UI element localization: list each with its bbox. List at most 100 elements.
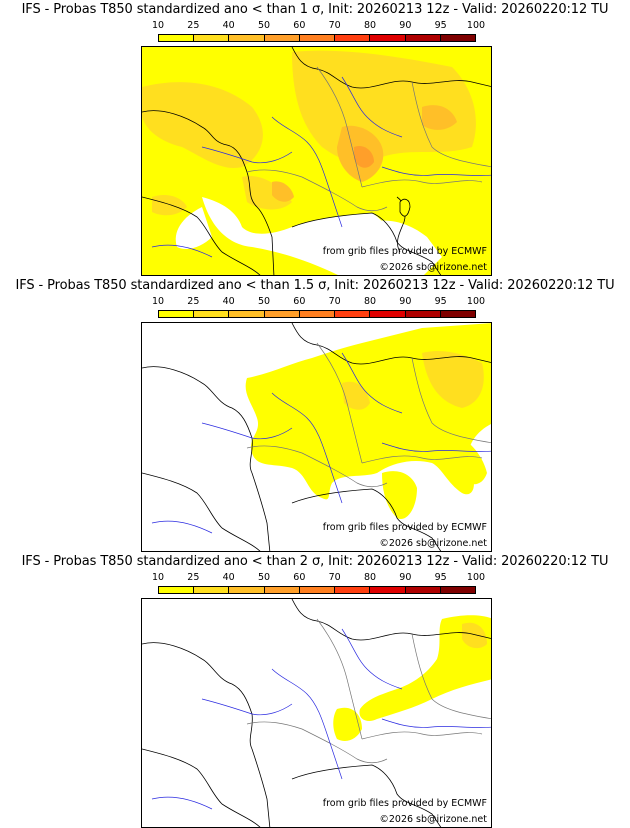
prob-50-area — [354, 145, 374, 168]
colorbar-tick-label: 40 — [222, 296, 235, 307]
country-border — [361, 179, 483, 188]
coastline — [142, 110, 275, 275]
country-border — [246, 721, 388, 764]
colorbar-swatch — [440, 35, 475, 41]
river — [381, 442, 491, 452]
prob-25-area — [152, 195, 187, 216]
coastline — [291, 488, 442, 551]
colorbar-tick-label: 60 — [293, 572, 306, 583]
colorbar-swatch — [159, 587, 195, 593]
colorbar-swatches — [158, 34, 476, 42]
map-panel-1: IFS - Probas T850 standardized ano < tha… — [0, 0, 630, 276]
colorbar-tick-label: 95 — [434, 572, 447, 583]
prob-25-area — [142, 82, 263, 168]
unshaded-sea-area — [202, 197, 411, 275]
river — [271, 116, 343, 228]
colorbar-tick-label: 95 — [434, 296, 447, 307]
prob-10-area — [359, 615, 491, 721]
river — [271, 392, 343, 504]
colorbar-tick-label: 25 — [187, 20, 200, 31]
river — [151, 520, 213, 534]
probability-map: from grib files provided by ECMWF ©2026 … — [141, 46, 492, 276]
colorbar-swatch — [440, 311, 475, 317]
map-canvas — [142, 323, 491, 551]
colorbar-swatches — [158, 310, 476, 318]
island-corsica — [399, 198, 411, 217]
country-border — [246, 445, 388, 488]
colorbar-swatch — [194, 587, 230, 593]
river — [201, 698, 293, 716]
country-border — [361, 455, 483, 464]
colorbar-tick-label: 50 — [257, 296, 271, 307]
river — [381, 166, 491, 176]
colorbar-swatch — [229, 35, 265, 41]
unshaded-area — [175, 207, 212, 249]
panel-title: IFS - Probas T850 standardized ano < tha… — [21, 554, 609, 569]
colorbar-swatch — [299, 311, 336, 317]
coastline — [291, 323, 491, 365]
colorbar-tick-label: 70 — [328, 572, 341, 583]
colorbar-tick-label: 10 — [151, 572, 165, 583]
colorbar-tick-label: 25 — [187, 296, 200, 307]
river — [201, 146, 293, 164]
country-border — [316, 66, 363, 188]
colorbar-tick-label: 70 — [328, 296, 341, 307]
colorbar-swatch — [194, 311, 230, 317]
colorbar-swatch — [440, 587, 475, 593]
country-border — [411, 633, 491, 720]
colorbar-tick-label: 40 — [222, 572, 235, 583]
colorbar-swatch — [299, 35, 336, 41]
colorbar-tick-label: 80 — [363, 20, 377, 31]
colorbar-swatch — [264, 587, 300, 593]
colorbar-tick-label: 95 — [434, 20, 447, 31]
colorbar-tick-label: 10 — [151, 296, 165, 307]
map-panel-3: IFS - Probas T850 standardized ano < tha… — [0, 552, 630, 828]
colorbar-tick-label: 25 — [187, 572, 200, 583]
colorbar-tick-label: 90 — [399, 20, 412, 31]
colorbar-tick-label: 90 — [399, 572, 412, 583]
country-border — [316, 342, 363, 464]
probability-map: from grib files provided by ECMWF ©2026 … — [141, 598, 492, 828]
colorbar-tick-label: 100 — [466, 20, 486, 31]
prob-40-area — [422, 105, 457, 130]
colorbar-swatches — [158, 586, 476, 594]
prob-25-area — [292, 50, 476, 163]
colorbar: 10 25 40 50 60 70 80 90 95 100 — [152, 572, 485, 594]
prob-10-area — [382, 471, 417, 519]
coastline — [142, 642, 271, 827]
coastline — [142, 472, 261, 551]
data-source-credit: from grib files provided by ECMWF — [322, 522, 487, 533]
colorbar-tick-label: 50 — [257, 20, 271, 31]
panel-title: IFS - Probas T850 standardized ano < tha… — [21, 2, 609, 17]
colorbar-tick-label: 80 — [363, 296, 377, 307]
colorbar-tick-label: 70 — [328, 20, 341, 31]
colorbar-tick-label: 10 — [151, 20, 165, 31]
coastline — [291, 599, 491, 641]
data-source-credit: from grib files provided by ECMWF — [322, 246, 487, 257]
colorbar-tick-label: 40 — [222, 20, 235, 31]
river — [151, 244, 213, 258]
colorbar-swatch — [264, 311, 300, 317]
colorbar-tick-label: 60 — [293, 296, 306, 307]
colorbar-swatch — [405, 35, 441, 41]
colorbar-swatch — [229, 587, 265, 593]
river — [381, 718, 491, 728]
country-border — [411, 81, 491, 168]
prob-10-area — [333, 707, 362, 741]
coastline — [142, 366, 271, 551]
colorbar-swatch — [299, 587, 336, 593]
colorbar-tick-label: 100 — [466, 572, 486, 583]
river — [151, 796, 213, 810]
colorbar-swatch — [370, 35, 406, 41]
colorbar-swatch — [370, 311, 406, 317]
prob-25-area — [462, 622, 487, 649]
river — [341, 76, 403, 138]
data-source-credit: from grib files provided by ECMWF — [322, 798, 487, 809]
country-border — [411, 357, 491, 444]
colorbar-swatch — [159, 35, 195, 41]
colorbar-swatch — [335, 587, 371, 593]
colorbar-tick-label: 100 — [466, 296, 486, 307]
country-border — [246, 169, 388, 212]
prob-25-area — [242, 176, 292, 210]
map-canvas — [142, 47, 491, 275]
